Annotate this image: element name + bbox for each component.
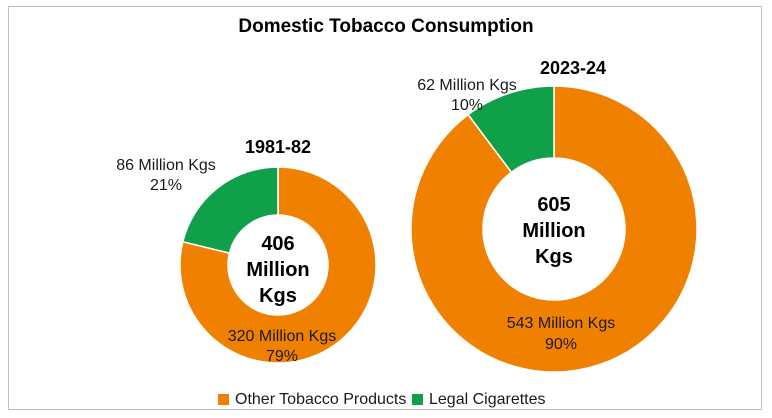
slice-percent-legal-cigarettes-2023-24: 10% — [451, 97, 483, 114]
slice-legal-cigarettes-1981-82 — [181, 166, 279, 255]
year-label-1981-82: 1981-82 — [245, 137, 311, 157]
legend-swatch-other-tobacco — [218, 394, 229, 405]
legend-label-other-tobacco: Other Tobacco Products — [235, 391, 406, 408]
slice-label-other-tobacco-2023-24: 543 Million Kgs — [507, 315, 616, 332]
center-total-unit2-1981-82: Kgs — [259, 285, 297, 307]
center-total-value-2023-24: 605 — [537, 194, 570, 216]
donut-2023-24: 2023-24 605 Million Kgs 62 Million Kgs 1… — [410, 58, 698, 373]
center-total-unit-2023-24: Million — [522, 220, 585, 242]
chart-legend: Other Tobacco Products Legal Cigarettes — [218, 391, 546, 408]
center-total-unit2-2023-24: Kgs — [535, 246, 573, 268]
chart-frame: Domestic Tobacco Consumption 1981-82 406… — [8, 6, 762, 410]
slice-percent-other-tobacco-1981-82: 79% — [266, 348, 298, 365]
center-total-value-1981-82: 406 — [261, 233, 294, 255]
slice-label-legal-cigarettes-2023-24: 62 Million Kgs — [417, 77, 517, 94]
slice-label-legal-cigarettes-1981-82: 86 Million Kgs — [116, 157, 216, 174]
chart-title: Domestic Tobacco Consumption — [238, 16, 533, 37]
center-total-unit-1981-82: Million — [246, 259, 309, 281]
slice-percent-other-tobacco-2023-24: 90% — [545, 336, 577, 353]
legend-label-legal-cigarettes: Legal Cigarettes — [429, 391, 546, 408]
legend-swatch-legal-cigarettes — [412, 394, 423, 405]
slice-legal-cigarettes-2023-24 — [467, 85, 555, 174]
donut-1981-82: 1981-82 406 Million Kgs 86 Million Kgs 2… — [116, 137, 377, 365]
tobacco-donut-chart: Domestic Tobacco Consumption 1981-82 406… — [116, 16, 698, 408]
slice-percent-legal-cigarettes-1981-82: 21% — [150, 177, 182, 194]
slice-other-tobacco-products-1981-82 — [179, 166, 377, 364]
slice-other-tobacco-products-2023-24 — [410, 85, 698, 373]
slice-label-other-tobacco-1981-82: 320 Million Kgs — [228, 328, 337, 345]
year-label-2023-24: 2023-24 — [540, 58, 606, 78]
